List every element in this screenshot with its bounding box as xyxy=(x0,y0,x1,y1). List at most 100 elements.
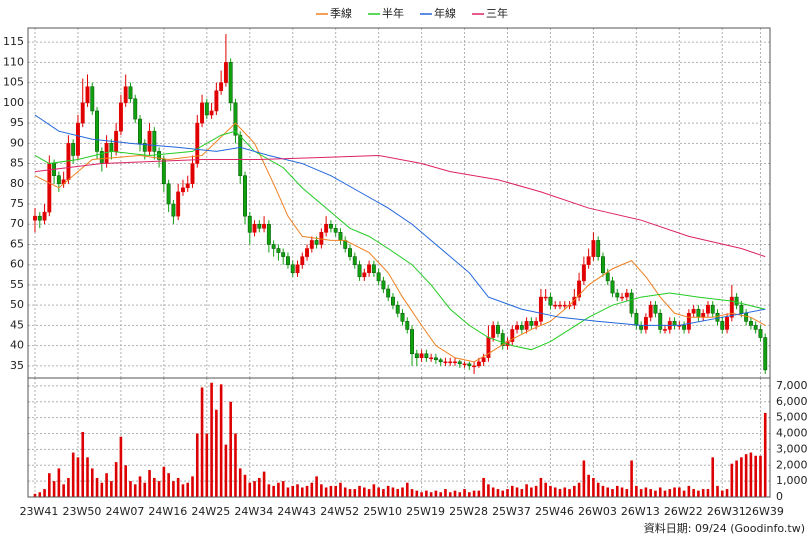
volume-bar xyxy=(324,487,328,497)
volume-bar xyxy=(48,473,51,497)
x-tick-label: 24W43 xyxy=(277,505,316,518)
volume-bar xyxy=(281,481,285,497)
volume-bar xyxy=(506,489,509,497)
volume-bar xyxy=(396,489,400,497)
candle-body xyxy=(37,215,42,221)
candle-body xyxy=(56,175,61,185)
volume-bar xyxy=(219,384,223,497)
candle-body xyxy=(95,110,99,152)
volume-tick-label: 7,000 xyxy=(776,379,808,392)
candle-body xyxy=(252,223,257,233)
candle-body xyxy=(443,361,448,364)
candle-body xyxy=(639,325,644,330)
volume-bar xyxy=(558,489,562,497)
candle-body xyxy=(453,361,457,364)
candle-body xyxy=(553,304,558,307)
candle-body xyxy=(142,143,147,152)
candle-body xyxy=(161,159,166,185)
volume-bar xyxy=(587,474,590,497)
candle-body xyxy=(333,228,338,233)
candle-body xyxy=(481,357,486,363)
volume-bar xyxy=(315,476,318,497)
volume-bar xyxy=(601,485,605,497)
candle-body xyxy=(214,90,219,112)
candle-body xyxy=(706,304,710,314)
volume-bar xyxy=(172,481,175,497)
volume-bar xyxy=(248,482,252,497)
candle-body xyxy=(739,304,744,314)
x-tick-label: 24W25 xyxy=(191,505,230,518)
volume-bar xyxy=(363,487,366,497)
candle-body xyxy=(586,256,591,265)
volume-bar xyxy=(716,485,719,497)
volume-bar xyxy=(401,487,404,497)
volume-bar xyxy=(573,485,576,497)
candle-body xyxy=(362,272,367,278)
volume-bar xyxy=(229,401,232,497)
volume-bar xyxy=(320,484,323,497)
volume-bar xyxy=(415,490,419,497)
volume-bar xyxy=(339,482,342,497)
ma-line xyxy=(34,114,766,326)
volume-bar xyxy=(62,484,65,497)
volume-bar xyxy=(592,477,595,497)
x-tick-label: 23W50 xyxy=(63,505,102,518)
volume-bar xyxy=(649,489,652,497)
candle-body xyxy=(47,163,52,213)
candle-body xyxy=(433,357,438,361)
x-tick-label: 25W37 xyxy=(492,505,531,518)
volume-bar xyxy=(205,433,209,497)
candle-body xyxy=(290,264,295,274)
volume-bar xyxy=(644,487,648,497)
volume-bar xyxy=(238,468,242,497)
x-tick-label: 25W46 xyxy=(535,505,574,518)
volume-bar xyxy=(425,490,428,497)
y-tick-label: 45 xyxy=(10,318,24,331)
volume-bar xyxy=(692,489,695,497)
volume-bar xyxy=(468,492,471,497)
volume-bar xyxy=(544,482,547,497)
volume-bar xyxy=(487,484,490,497)
candle-body xyxy=(257,223,262,229)
candle-body xyxy=(348,248,352,257)
volume-bar xyxy=(735,460,738,497)
candle-body xyxy=(701,313,706,318)
candle-body xyxy=(601,256,605,274)
volume-bar xyxy=(405,482,409,497)
volume-bar xyxy=(105,473,108,497)
volume-bar xyxy=(353,489,357,497)
volume-bar xyxy=(448,492,452,497)
candle-body xyxy=(763,337,768,371)
volume-tick-label: 6,000 xyxy=(776,395,808,408)
y-tick-label: 75 xyxy=(10,197,24,210)
volume-bar xyxy=(453,490,457,497)
volume-bar xyxy=(272,485,275,497)
candle-body xyxy=(176,191,181,217)
candle-body xyxy=(295,264,300,274)
volume-bar xyxy=(210,382,213,497)
volume-bar xyxy=(76,457,80,497)
candle-body xyxy=(734,296,739,306)
volume-bar xyxy=(57,468,61,497)
volume-bar xyxy=(253,481,256,497)
candle-body xyxy=(710,304,715,314)
candle-body xyxy=(204,102,209,116)
volume-frame xyxy=(27,377,771,498)
volume-tick-label: 3,000 xyxy=(776,442,808,455)
volume-bar xyxy=(749,452,753,497)
volume-bar xyxy=(730,463,734,497)
volume-bar xyxy=(678,487,681,497)
volume-bar xyxy=(615,485,619,497)
volume-bar xyxy=(286,487,290,497)
candle-body xyxy=(281,252,286,257)
candle-body xyxy=(610,280,615,294)
volume-bar xyxy=(630,460,633,497)
volume-bar xyxy=(195,433,199,497)
candle-body xyxy=(558,304,562,307)
candle-body xyxy=(319,232,324,245)
candle-body xyxy=(42,211,47,221)
candle-body xyxy=(343,240,348,249)
candle-body xyxy=(500,333,505,346)
volume-bar xyxy=(611,489,614,497)
